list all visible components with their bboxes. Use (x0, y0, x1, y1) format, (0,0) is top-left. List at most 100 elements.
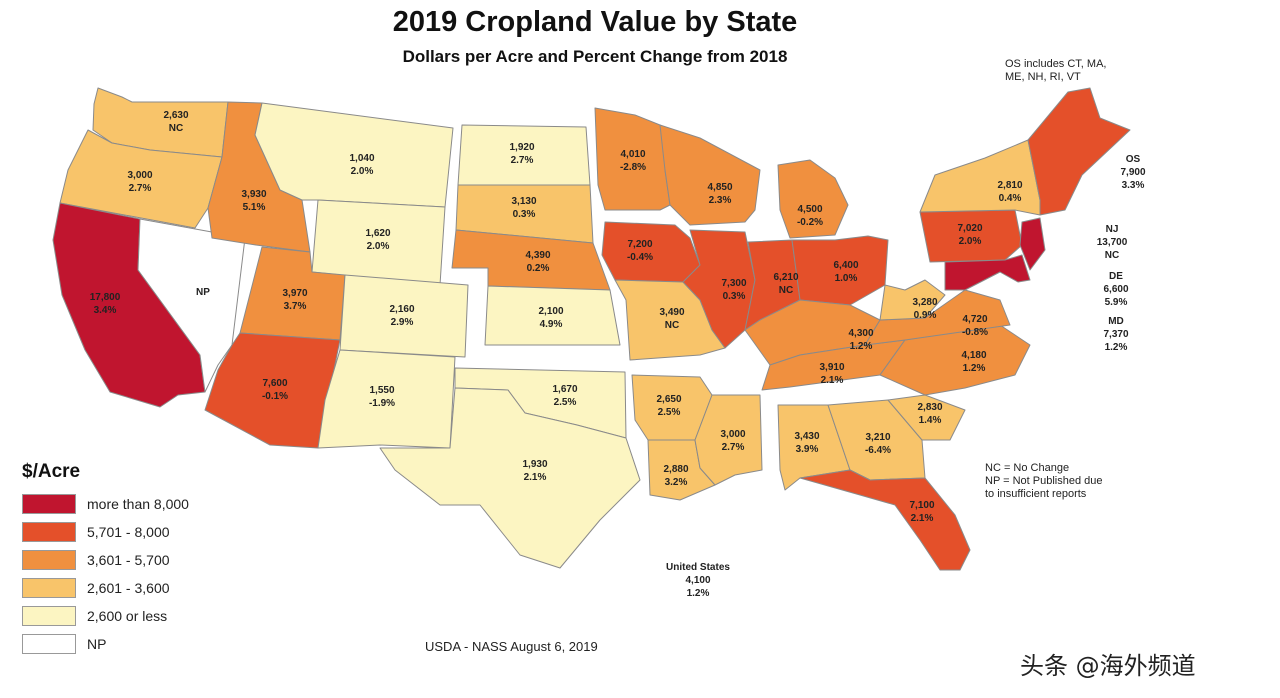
label-IL-change: 0.3% (723, 291, 746, 302)
label-MS-change: 2.7% (722, 442, 745, 453)
state-NM[interactable] (317, 349, 456, 449)
state-WI[interactable] (659, 124, 761, 226)
state-CO[interactable] (339, 274, 469, 358)
abbrev-note-line: to insufficient reports (985, 488, 1087, 500)
label-TX-value: 1,930 (522, 459, 547, 470)
watermark: 头条 @海外频道 (1020, 652, 1196, 680)
state-KS[interactable] (484, 285, 621, 346)
label-WI-change: 2.3% (709, 195, 732, 206)
state-TX[interactable] (379, 387, 641, 569)
legend-swatch (22, 578, 76, 598)
label-CA-value: 17,800 (90, 292, 121, 303)
side-DE-value: 6,600 (1103, 284, 1128, 295)
label-VA-value: 4,720 (962, 314, 987, 325)
state-MI[interactable] (777, 159, 849, 239)
label-SD-change: 0.3% (513, 209, 536, 220)
legend-title: $/Acre (22, 461, 81, 482)
label-NY-value: 2,810 (997, 180, 1022, 191)
legend-label: 3,601 - 5,700 (87, 552, 170, 568)
label-ID-value: 3,930 (241, 189, 266, 200)
state-NJ[interactable] (1019, 217, 1046, 271)
label-IA-value: 7,200 (627, 239, 652, 250)
label-OH-value: 6,400 (833, 260, 858, 271)
label-AR-change: 2.5% (658, 407, 681, 418)
state-MS[interactable] (694, 394, 763, 486)
label-ND-value: 1,920 (509, 142, 534, 153)
label-MN-value: 4,010 (620, 149, 645, 160)
state-labels: 2,630 NC 3,000 2.7% 17,800 3.4% NP 3,930… (90, 110, 1023, 524)
us-total-value: 4,100 (685, 575, 710, 586)
state-MT[interactable] (254, 102, 454, 208)
label-NE-value: 4,390 (525, 250, 550, 261)
label-PA-value: 7,020 (957, 223, 982, 234)
state-SC[interactable] (887, 394, 966, 441)
label-AL-value: 3,430 (794, 431, 819, 442)
label-SC-change: 1.4% (919, 415, 942, 426)
label-MS-value: 3,000 (720, 429, 745, 440)
label-WY-value: 1,620 (365, 228, 390, 239)
label-FL-value: 7,100 (909, 500, 934, 511)
state-IL[interactable] (682, 229, 756, 349)
side-labels: OS 7,900 3.3% NJ 13,700 NC DE 6,600 5.9%… (1097, 154, 1146, 353)
legend-swatch (22, 634, 76, 654)
label-NE-change: 0.2% (527, 263, 550, 274)
side-OS-change: 3.3% (1122, 180, 1145, 191)
legend-swatch (22, 522, 76, 542)
us-total-name: United States (666, 562, 730, 573)
legend-swatch (22, 606, 76, 626)
label-AL-change: 3.9% (796, 444, 819, 455)
label-AZ-value: 7,600 (262, 378, 287, 389)
label-LA-change: 3.2% (665, 477, 688, 488)
label-AR-value: 2,650 (656, 394, 681, 405)
label-UT-value: 3,970 (282, 288, 307, 299)
label-LA-value: 2,880 (663, 464, 688, 475)
us-total-change: 1.2% (687, 588, 710, 599)
state-NY[interactable] (919, 139, 1041, 216)
source-credit: USDA - NASS August 6, 2019 (425, 639, 598, 654)
state-NV[interactable] (137, 218, 246, 393)
abbrev-note-line: NP = Not Published due (985, 475, 1103, 487)
label-MN-change: -2.8% (620, 162, 646, 173)
state-AZ[interactable] (204, 332, 341, 449)
label-TN-value: 3,910 (819, 362, 844, 373)
side-DE-change: 5.9% (1105, 297, 1128, 308)
label-IA-change: -0.4% (627, 252, 653, 263)
label-TX-change: 2.1% (524, 472, 547, 483)
side-MD-value: 7,370 (1103, 329, 1128, 340)
label-IL-value: 7,300 (721, 278, 746, 289)
legend-label: more than 8,000 (87, 496, 189, 512)
map-subtitle: Dollars per Acre and Percent Change from… (402, 47, 788, 66)
label-IN-change: NC (779, 285, 793, 296)
label-WV-value: 3,280 (912, 297, 937, 308)
label-WA-value: 2,630 (163, 110, 188, 121)
legend-label: NP (87, 636, 107, 652)
label-WA-change: NC (169, 123, 183, 134)
label-OH-change: 1.0% (835, 273, 858, 284)
label-NY-change: 0.4% (999, 193, 1022, 204)
side-MD-change: 1.2% (1105, 342, 1128, 353)
label-NV-value: NP (196, 287, 210, 298)
label-KS-change: 4.9% (540, 319, 563, 330)
label-IN-value: 6,210 (773, 272, 798, 283)
state-FL[interactable] (799, 469, 971, 571)
label-GA-change: -6.4% (865, 445, 891, 456)
abbrev-note-line: NC = No Change (985, 462, 1070, 474)
label-CO-change: 2.9% (391, 317, 414, 328)
legend-label: 5,701 - 8,000 (87, 524, 170, 540)
map-title: 2019 Cropland Value by State (392, 6, 798, 38)
label-PA-change: 2.0% (959, 236, 982, 247)
side-NJ-value: 13,700 (1097, 237, 1128, 248)
state-new-england[interactable] (1027, 87, 1131, 216)
label-KY-value: 4,300 (848, 328, 873, 339)
label-CO-value: 2,160 (389, 304, 414, 315)
label-ND-change: 2.7% (511, 155, 534, 166)
side-NJ-change: NC (1105, 250, 1119, 261)
label-OK-value: 1,670 (552, 384, 577, 395)
os-note: OS includes CT, MA, ME, NH, RI, VT (1005, 58, 1106, 84)
label-AZ-change: -0.1% (262, 391, 288, 402)
state-DE-MD[interactable] (944, 254, 1031, 291)
state-WV[interactable] (879, 279, 946, 321)
label-NM-value: 1,550 (369, 385, 394, 396)
label-UT-change: 3.7% (284, 301, 307, 312)
